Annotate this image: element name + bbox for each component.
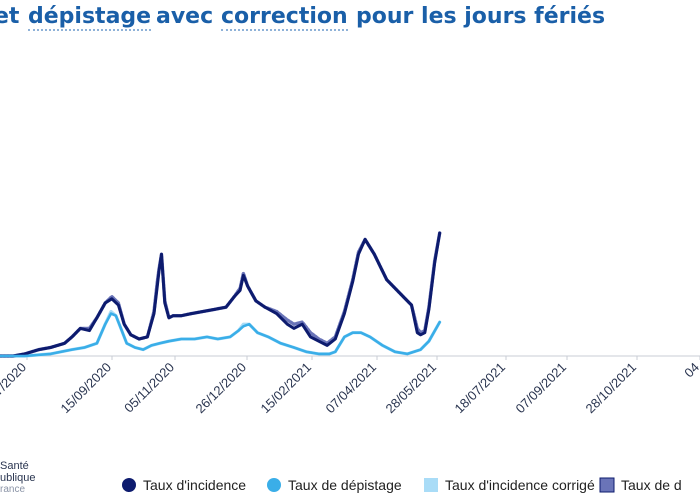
x-tick-label: 15/02/2021	[257, 360, 314, 417]
logo-line-2: ublique	[0, 472, 36, 484]
x-tick-label: 18/07/2021	[451, 360, 508, 417]
legend-label-3: Taux de d	[621, 477, 682, 493]
legend-label-1: Taux de dépistage	[288, 477, 402, 493]
santepublique-logo: Santé ublique rance	[0, 460, 70, 496]
x-tick-label: 15/09/2020	[57, 360, 114, 417]
logo-line-1: Santé	[0, 460, 29, 472]
series-line-0	[0, 231, 442, 358]
x-tick-label: 26/07/2020	[0, 360, 29, 417]
chart-title: et dépistage avec correction pour les jo…	[0, 2, 700, 38]
legend-label-2: Taux d'incidence corrigé	[445, 477, 595, 493]
legend-label-0: Taux d'incidence	[143, 477, 246, 493]
series-line-2	[0, 309, 442, 358]
title-part-3: avec	[156, 4, 214, 29]
title-part-5: pour les jours fériés	[356, 4, 606, 29]
title-part-1: et	[0, 4, 20, 29]
series-layer	[0, 231, 442, 358]
x-tick-label: 07/04/2021	[322, 360, 379, 417]
x-tick-label: 28/10/2021	[582, 360, 639, 417]
x-axis: 26/07/2020 15/09/2020 05/11/2020 26/12/2020…	[0, 355, 700, 417]
x-tick-label: 07/09/2021	[512, 360, 569, 417]
x-tick-label: 05/11/2020	[121, 360, 177, 416]
title-part-2: dépistage	[28, 4, 152, 31]
title-part-4: correction	[221, 4, 348, 31]
x-tick-label: 26/12/2020	[192, 360, 249, 417]
x-tick-label: 28/05/2021	[382, 360, 439, 417]
logo-line-3: rance	[0, 484, 26, 495]
legend: Taux d'incidence Taux de dépistage Taux d'…	[122, 477, 682, 493]
legend-marker-1	[267, 478, 281, 492]
legend-marker-0	[122, 478, 136, 492]
legend-marker-2	[424, 478, 438, 492]
series-line-1	[0, 312, 442, 358]
legend-marker-3	[599, 477, 615, 493]
x-tick-label: 04	[681, 360, 700, 381]
